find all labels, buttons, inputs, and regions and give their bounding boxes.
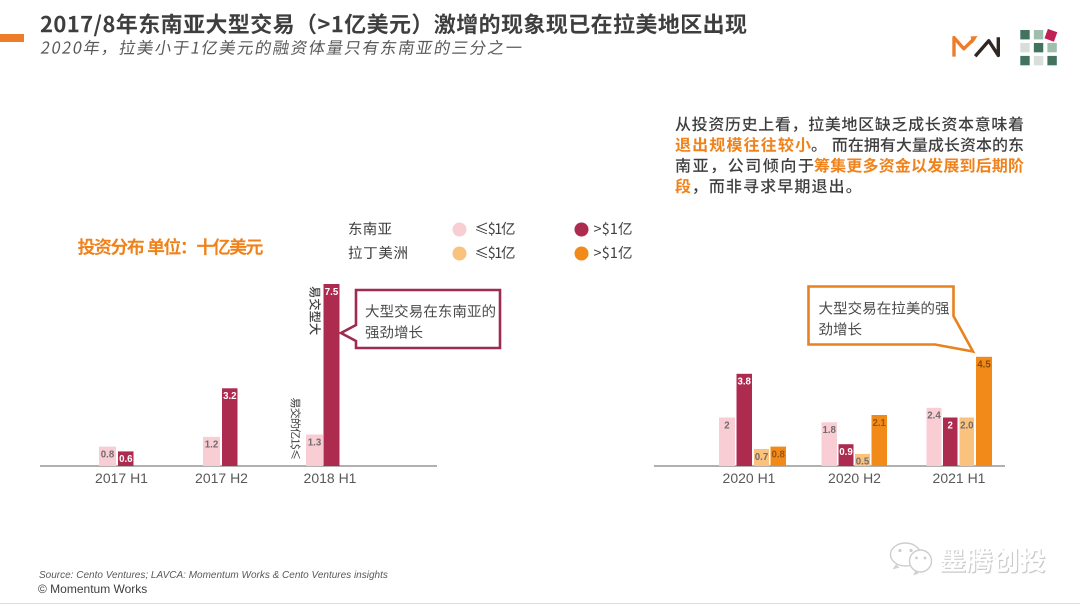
svg-text:0.8: 0.8 [101,449,115,460]
svg-text:1.8: 1.8 [822,425,836,436]
svg-text:0.6: 0.6 [119,454,133,465]
svg-text:3.8: 3.8 [737,377,751,388]
svg-text:2.0: 2.0 [960,420,973,431]
svg-text:0.7: 0.7 [755,452,768,463]
svg-text:2.1: 2.1 [872,418,886,429]
svg-text:0.8: 0.8 [771,449,785,460]
svg-text:4.5: 4.5 [977,360,991,371]
svg-text:2: 2 [948,420,953,431]
svg-text:3.2: 3.2 [223,391,236,402]
svg-text:1.2: 1.2 [205,440,218,451]
svg-text:2: 2 [724,420,729,431]
svg-text:2020 H1: 2020 H1 [723,470,776,486]
svg-text:© Momentum Works: © Momentum Works [38,582,147,596]
svg-text:0.9: 0.9 [839,447,853,458]
svg-text:2020 H2: 2020 H2 [828,470,881,486]
svg-text:2021 H1: 2021 H1 [933,470,986,486]
svg-text:1.3: 1.3 [308,437,322,448]
svg-text:2.4: 2.4 [927,411,941,422]
svg-text:2018 H1: 2018 H1 [304,470,357,486]
svg-text:Source: Cento Ventures; LAVCA:: Source: Cento Ventures; LAVCA: Momentum … [39,570,388,581]
svg-text:2017 H2: 2017 H2 [195,470,248,486]
svg-text:2017 H1: 2017 H1 [95,470,148,486]
svg-text:0.5: 0.5 [856,457,870,468]
svg-text:7.5: 7.5 [325,287,339,298]
